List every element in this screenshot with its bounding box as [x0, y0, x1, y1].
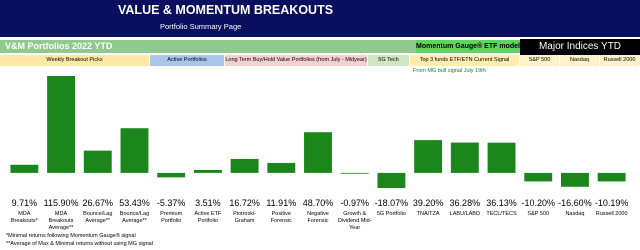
value-label: -16.60% [558, 198, 592, 208]
bar [560, 172, 589, 187]
group-label: Long Term Buy/Hold Value Portfolios (fro… [225, 55, 367, 66]
value-label: 53.43% [119, 198, 150, 208]
category-label: Negative Forensic [307, 211, 329, 224]
category-label: Active ETF Portfolio [194, 211, 222, 224]
bar [487, 142, 516, 173]
bar [267, 162, 296, 173]
value-label: -18.07% [374, 198, 409, 208]
page-title: VALUE & MOMENTUM BREAKOUTS [118, 3, 334, 17]
bar [524, 172, 553, 182]
bar [230, 158, 259, 173]
value-label: -10.19% [594, 198, 629, 208]
bar [120, 128, 149, 173]
group-label: Top 3 funds ETF/ETN Current Signal [410, 55, 519, 66]
value-label: 16.72% [229, 198, 260, 208]
group-label: 5G Tech [368, 55, 409, 66]
group-label: Active Portfolios [150, 55, 224, 66]
category-label: Russell 2000 [595, 211, 628, 217]
category-label: MDA Breakouts* [10, 211, 38, 224]
value-label: 26.67% [82, 198, 114, 208]
value-label: -0.97% [340, 198, 369, 208]
category-label: TNA/TZA [416, 211, 440, 217]
bar [157, 172, 186, 178]
value-label: 48.70% [302, 198, 334, 208]
category-label: Bounce/Lag Average** [83, 211, 113, 224]
value-label: 3.51% [195, 198, 221, 208]
category-label: Growth & Dividend Mid-Year [337, 211, 372, 231]
bar [193, 169, 222, 173]
category-label: TECL/TECS [486, 211, 517, 217]
category-label: 5G Portfolio [376, 211, 406, 217]
group-label: S&P 500 [520, 55, 559, 66]
group-label: Russell 2000 [600, 55, 639, 66]
category-label: MDA Breakouts Average** [48, 211, 74, 231]
bar [377, 172, 406, 188]
value-label: 115.90% [43, 198, 79, 208]
value-label: 39.20% [412, 198, 444, 208]
group-label: Nasdaq [560, 55, 599, 66]
value-label: 36.13% [486, 198, 517, 208]
category-label: Positive Forensic [270, 211, 292, 224]
bar [597, 172, 626, 182]
bar [340, 172, 369, 174]
bar [414, 140, 443, 173]
header-band [0, 0, 640, 37]
annotation: From MG bull signal July 19th [413, 68, 486, 74]
value-label: -10.20% [521, 198, 555, 208]
page-subtitle: Portfolio Summary Page [160, 22, 242, 31]
category-label: Premium Portfolio [160, 211, 183, 224]
model-label: Momentum Gauge® ETF model [416, 40, 520, 53]
chart-title: V&M Portfolios 2022 YTD [5, 41, 113, 51]
category-label: S&P 500 [527, 211, 550, 217]
category-label: Piotroski-Graham [233, 211, 257, 224]
category-label: LABU/LABD [449, 211, 480, 217]
bar [83, 150, 112, 173]
bar [304, 132, 332, 173]
category-label: Bounce/Lag Average** [119, 211, 150, 224]
bar [47, 76, 76, 173]
value-label: -5.37% [156, 198, 186, 208]
group-label: Weekly Breakout Picks [0, 55, 149, 66]
footnote: *Minimal returns following Momentum Gaug… [6, 233, 136, 239]
value-label: 36.28% [449, 198, 481, 208]
value-label: 11.91% [266, 198, 297, 208]
value-label: 9.71% [11, 198, 38, 208]
footnote: **Average of Max & Minimal returns witho… [6, 241, 153, 247]
indices-label: Major Indices YTD [520, 39, 640, 55]
bar [10, 164, 39, 173]
bar [450, 142, 479, 173]
category-label: Nasdaq [565, 211, 585, 217]
